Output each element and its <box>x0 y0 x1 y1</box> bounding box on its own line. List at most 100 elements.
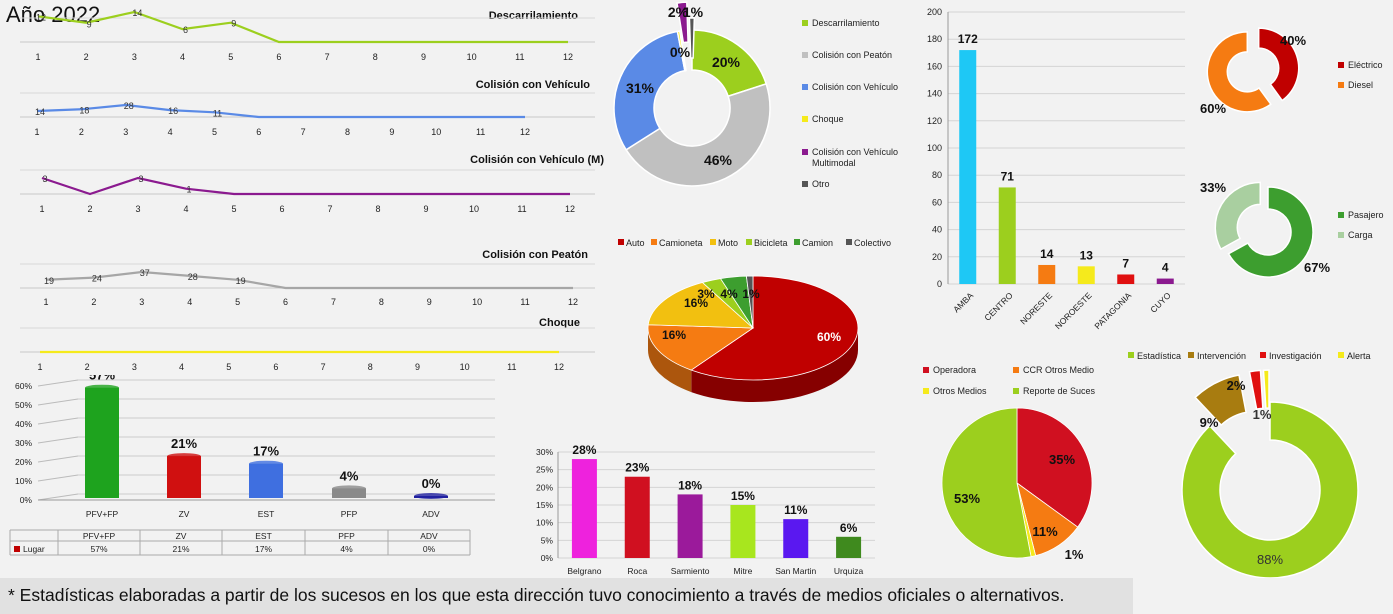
table-cell: 17% <box>255 544 272 554</box>
legend-swatch <box>1013 367 1019 373</box>
x-tick-label: 10 <box>431 127 441 137</box>
bar-value-label: 14 <box>1040 247 1054 261</box>
data-label: 24 <box>92 274 102 284</box>
x-tick-label: 7 <box>321 362 326 372</box>
bar-patagonia <box>1117 274 1135 284</box>
legend-swatch <box>802 20 808 26</box>
data-label: 18 <box>79 105 89 115</box>
y-tick-label: 20% <box>15 457 32 467</box>
slice-label: 33% <box>1200 180 1226 195</box>
x-tick-label: 5 <box>226 362 231 372</box>
slice-choque <box>676 30 687 72</box>
table-header-cell: PFP <box>338 531 355 541</box>
gridline <box>37 417 79 425</box>
table-cell: 21% <box>172 544 189 554</box>
bar-cap <box>85 384 119 391</box>
legend-label: Camioneta <box>659 238 703 248</box>
bar-cap <box>167 453 201 460</box>
slice-label: 9% <box>1200 415 1219 430</box>
slice-label: 16% <box>684 296 708 310</box>
data-label: 14 <box>132 8 142 18</box>
slice-label: 4% <box>720 287 738 301</box>
x-tick-label: ADV <box>422 509 440 519</box>
legend-label: Camion <box>802 238 833 248</box>
slice-label: 46% <box>704 152 733 168</box>
bar-centro <box>998 187 1016 284</box>
x-tick-label: 10 <box>469 204 479 214</box>
legend-swatch <box>1338 82 1344 88</box>
x-tick-label: PATAGONIA <box>1092 290 1133 331</box>
bar-sarmiento <box>677 494 703 558</box>
legend-label: Diesel <box>1348 80 1373 90</box>
x-tick-label: 1 <box>37 362 42 372</box>
slice-intervenci-n <box>1194 374 1247 427</box>
x-tick-label: 12 <box>520 127 530 137</box>
line-chart-line1: Descarrilamiento 1 12 2 9 3 14 4 6 5 9 6 7 8 9 10 11 12 <box>20 8 595 62</box>
slice-investigaci-n <box>1248 369 1264 411</box>
legend-label: Estadística <box>1137 351 1181 361</box>
service-donut-chart: 67% 33% Pasajero Carga <box>1200 180 1384 278</box>
bar-value-label: 13 <box>1080 248 1094 262</box>
x-tick-label: 7 <box>327 204 332 214</box>
bar-amba <box>959 50 977 284</box>
legend-label: Otro <box>812 179 830 189</box>
x-tick-label: Urquiza <box>834 566 864 576</box>
legend-label: CCR Otros Medio <box>1023 365 1094 375</box>
data-label: 3 <box>42 174 47 184</box>
slice-operadora <box>1016 407 1093 528</box>
slice-label: 35% <box>1049 452 1075 467</box>
x-tick-label: Roca <box>627 566 647 576</box>
x-tick-label: PFP <box>341 509 358 519</box>
x-tick-label: 1 <box>35 52 40 62</box>
y-tick-label: 160 <box>927 61 942 71</box>
bar-mitre <box>730 505 756 558</box>
bar-value-label: 172 <box>958 32 978 46</box>
legend-label: Lugar <box>23 544 45 554</box>
x-tick-label: 3 <box>132 362 137 372</box>
slice-estad-stica <box>1181 401 1359 578</box>
data-label: 28 <box>188 272 198 282</box>
bar-urquiza <box>836 536 862 558</box>
x-tick-label: 6 <box>276 52 281 62</box>
slice-label: 2% <box>1227 378 1246 393</box>
slice-el-ctrico <box>1257 27 1300 102</box>
slice-label: 0% <box>670 44 691 60</box>
x-tick-label: 9 <box>423 204 428 214</box>
legend-swatch <box>1013 388 1019 394</box>
x-tick-label: 6 <box>283 297 288 307</box>
slice-carga <box>1214 181 1262 251</box>
bar-pfv-fp <box>85 387 119 498</box>
legend-swatch <box>710 239 716 245</box>
legend-label: Choque <box>812 114 844 124</box>
bar-est <box>249 463 283 498</box>
bar-cap <box>249 460 283 467</box>
line-chart-title: Descarrilamiento <box>489 10 579 22</box>
x-tick-label: 3 <box>132 52 137 62</box>
slice-colectivo <box>745 275 754 329</box>
x-tick-label: 6 <box>273 362 278 372</box>
x-tick-label: 8 <box>375 204 380 214</box>
slice-side <box>691 328 858 402</box>
x-tick-label: AMBA <box>951 290 975 314</box>
legend-label: Pasajero <box>1348 210 1384 220</box>
gridline <box>37 436 79 444</box>
slice-alerta <box>1262 369 1270 409</box>
legend-swatch <box>802 181 808 187</box>
x-tick-label: NORESTE <box>1018 290 1054 326</box>
bar-value-label: 23% <box>625 461 649 475</box>
gridline <box>37 474 79 482</box>
legend-label: Reporte de Suces <box>1023 386 1096 396</box>
series-line <box>36 103 525 119</box>
bar-value-label: 28% <box>572 443 596 457</box>
legend-swatch <box>794 239 800 245</box>
x-tick-label: CUYO <box>1148 290 1173 315</box>
x-tick-label: 2 <box>91 297 96 307</box>
x-tick-label: 9 <box>389 127 394 137</box>
legend-label: Descarrilamiento <box>812 18 880 28</box>
x-tick-label: 11 <box>515 52 524 62</box>
line-bar-chart: 0% 5% 10% 15% 20% 25% 30% 28% Belgrano 23% Roca 18%… <box>536 443 875 576</box>
y-tick-label: 120 <box>927 116 942 126</box>
y-tick-label: 40 <box>932 225 942 235</box>
x-tick-label: 5 <box>231 204 236 214</box>
y-tick-label: 30% <box>536 447 553 457</box>
